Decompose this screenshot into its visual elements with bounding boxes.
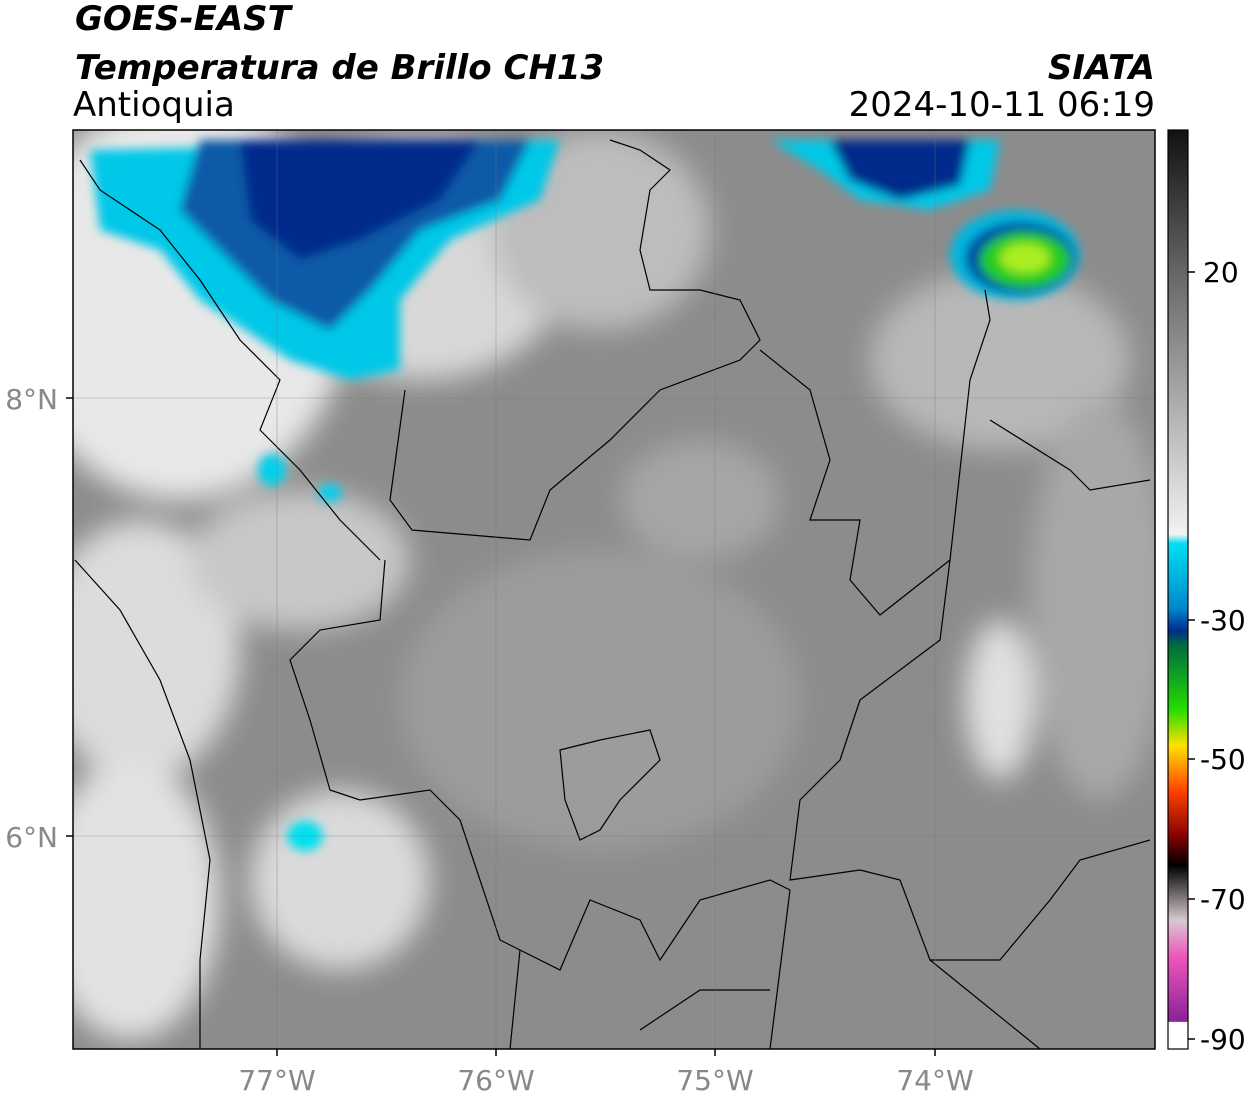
lat-label: 8°N [5,383,58,416]
lon-label: 77°W [238,1064,315,1097]
lat-label: 6°N [5,821,58,854]
colorbar-label: 20 [1203,256,1239,289]
lon-label: 76°W [457,1064,534,1097]
colorbar [1167,129,1189,1050]
colorbar-label: -90 [1200,1023,1246,1056]
title-agency: SIATA [1048,48,1155,88]
map-ticks [66,397,936,1056]
lon-label: 74°W [896,1064,973,1097]
title-datetime: 2024-10-11 06:19 [849,85,1155,125]
colorbar-label: -70 [1200,883,1246,916]
borders [74,139,1151,1049]
lon-label: 75°W [676,1064,753,1097]
title-satellite: GOES-EAST [75,0,294,39]
title-product: Temperatura de Brillo CH13 [75,48,604,88]
map-frame [72,129,1156,1050]
satellite-image [73,130,1155,1049]
graticule [73,130,1155,1049]
colorbar-ticks [1188,271,1195,1040]
colorbar-label: -30 [1200,604,1246,637]
colorbar-label: -50 [1200,743,1246,776]
title-region: Antioquia [73,85,235,125]
